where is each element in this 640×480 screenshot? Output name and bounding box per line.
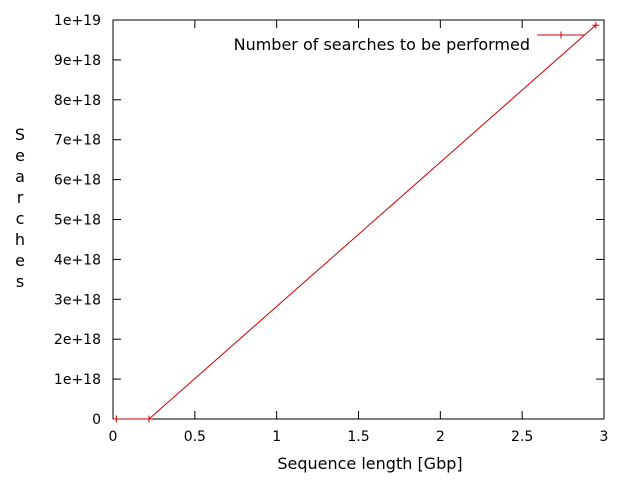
y-tick-label: 1e+19 [54,13,101,29]
y-tick-label: 3e+18 [54,292,101,308]
data-point [592,21,600,29]
x-axis: 0 0.5 1 1.5 2 2.5 3 [109,20,609,445]
legend: Number of searches to be performed [234,31,585,54]
y-tick-label: 8e+18 [54,93,101,109]
plot-frame [112,19,605,420]
data-point [145,415,153,423]
legend-marker [557,31,565,39]
x-tick-label: 3 [600,429,609,445]
legend-label: Number of searches to be performed [234,35,530,54]
y-tick-label: 4e+18 [54,252,101,268]
x-tick-label: 2.5 [511,429,533,445]
y-tick-label: 0 [92,412,101,428]
x-tick-label: 0.5 [184,429,206,445]
y-axis: 0 1e+18 2e+18 3e+18 4e+18 5e+18 6e+18 7e+18 8e+1… [54,13,604,428]
y-tick-label: 1e+18 [54,372,101,388]
y-tick-label: 2e+18 [54,332,101,348]
x-axis-title: Sequence length [Gbp] [277,454,462,473]
x-tick-label: 1 [272,429,281,445]
y-tick-label: 9e+18 [54,53,101,69]
y-tick-label: 5e+18 [54,213,101,229]
y-tick-label: 7e+18 [54,133,101,149]
y-tick-label: 6e+18 [54,173,101,189]
series-layer [112,21,600,423]
series-line [116,24,597,420]
x-tick-label: 0 [109,429,118,445]
x-tick-label: 2 [436,429,445,445]
x-tick-label: 1.5 [347,429,369,445]
data-point [112,415,120,423]
plot-border [112,19,605,420]
